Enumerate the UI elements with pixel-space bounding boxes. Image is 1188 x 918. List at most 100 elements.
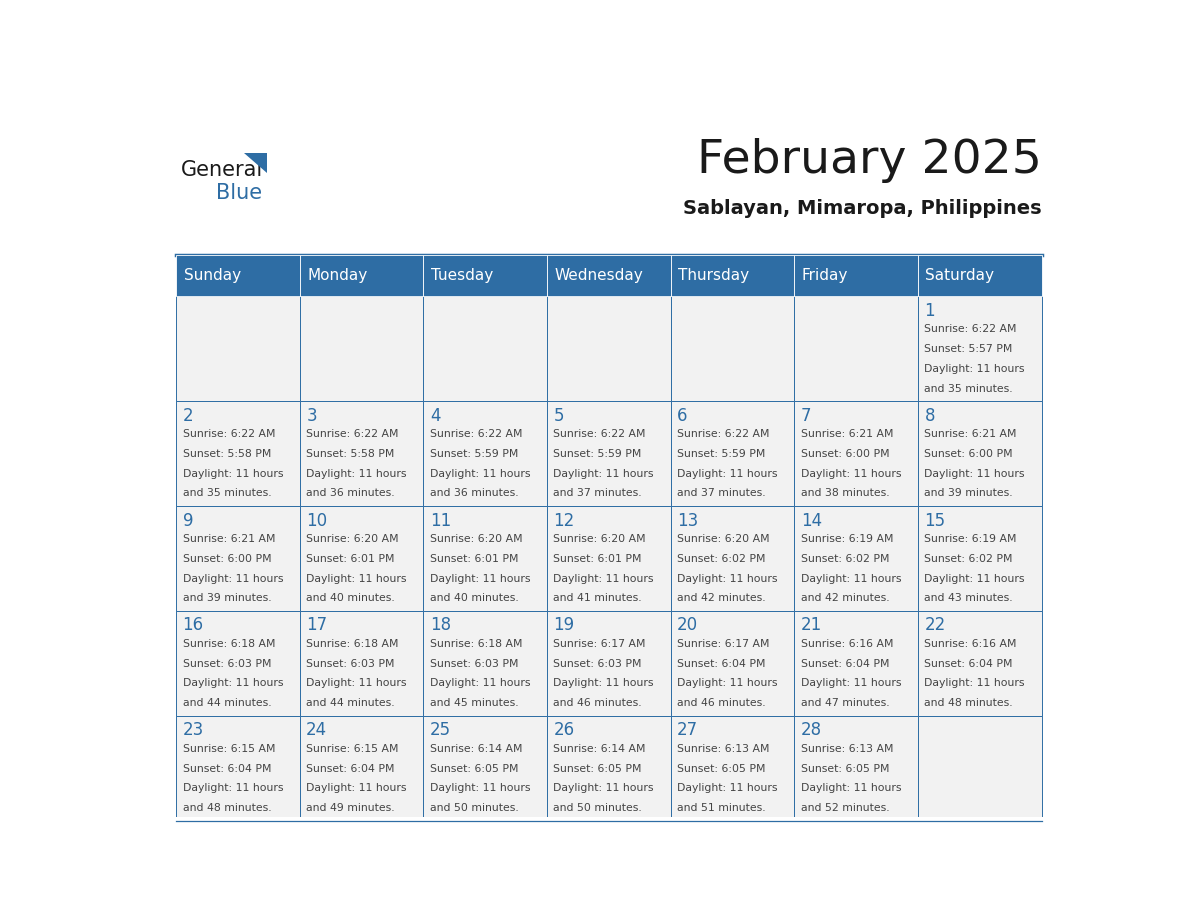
Text: Daylight: 11 hours: Daylight: 11 hours [924,469,1025,478]
Text: and 36 minutes.: and 36 minutes. [307,488,394,498]
Text: Sunset: 6:02 PM: Sunset: 6:02 PM [924,554,1013,564]
Text: 4: 4 [430,407,441,425]
FancyBboxPatch shape [795,297,918,401]
Text: Sablayan, Mimaropa, Philippines: Sablayan, Mimaropa, Philippines [683,198,1042,218]
FancyBboxPatch shape [671,255,795,297]
FancyBboxPatch shape [423,716,546,821]
Text: Sunset: 6:04 PM: Sunset: 6:04 PM [307,764,394,774]
Text: Sunrise: 6:18 AM: Sunrise: 6:18 AM [307,639,399,649]
FancyBboxPatch shape [423,297,546,401]
Text: 16: 16 [183,616,203,634]
Text: Daylight: 11 hours: Daylight: 11 hours [307,783,406,793]
Text: Sunrise: 6:14 AM: Sunrise: 6:14 AM [554,744,646,754]
Text: and 35 minutes.: and 35 minutes. [924,384,1013,394]
FancyBboxPatch shape [546,255,671,297]
Text: and 48 minutes.: and 48 minutes. [183,803,271,813]
FancyBboxPatch shape [671,506,795,610]
Text: 24: 24 [307,722,328,739]
Text: Sunset: 6:03 PM: Sunset: 6:03 PM [307,659,394,668]
Text: and 42 minutes.: and 42 minutes. [801,593,890,603]
Text: Sunrise: 6:20 AM: Sunrise: 6:20 AM [430,534,523,544]
Text: and 37 minutes.: and 37 minutes. [554,488,642,498]
Text: 5: 5 [554,407,564,425]
Text: Sunset: 5:58 PM: Sunset: 5:58 PM [307,449,394,459]
Text: and 35 minutes.: and 35 minutes. [183,488,271,498]
FancyBboxPatch shape [795,255,918,297]
FancyBboxPatch shape [299,610,423,716]
Text: Daylight: 11 hours: Daylight: 11 hours [183,678,283,688]
Text: and 49 minutes.: and 49 minutes. [307,803,394,813]
Text: and 40 minutes.: and 40 minutes. [307,593,394,603]
Text: 6: 6 [677,407,688,425]
FancyBboxPatch shape [795,610,918,716]
Text: and 46 minutes.: and 46 minutes. [677,699,766,708]
Text: Sunrise: 6:22 AM: Sunrise: 6:22 AM [554,430,646,439]
Text: Sunset: 6:01 PM: Sunset: 6:01 PM [307,554,394,564]
Text: Sunday: Sunday [183,268,241,283]
Text: 9: 9 [183,511,194,530]
Text: and 46 minutes.: and 46 minutes. [554,699,642,708]
Text: Daylight: 11 hours: Daylight: 11 hours [801,783,902,793]
Text: Sunset: 6:04 PM: Sunset: 6:04 PM [801,659,890,668]
Text: Sunset: 6:00 PM: Sunset: 6:00 PM [924,449,1013,459]
Text: 14: 14 [801,511,822,530]
Text: 15: 15 [924,511,946,530]
FancyBboxPatch shape [671,716,795,821]
FancyBboxPatch shape [176,610,299,716]
Text: Friday: Friday [802,268,848,283]
Text: 20: 20 [677,616,699,634]
Text: 8: 8 [924,407,935,425]
Text: Sunrise: 6:14 AM: Sunrise: 6:14 AM [430,744,523,754]
FancyBboxPatch shape [546,716,671,821]
Text: 11: 11 [430,511,451,530]
Text: Daylight: 11 hours: Daylight: 11 hours [430,783,530,793]
FancyBboxPatch shape [671,610,795,716]
FancyBboxPatch shape [176,401,299,506]
Text: Sunrise: 6:21 AM: Sunrise: 6:21 AM [924,430,1017,439]
Text: Sunset: 6:00 PM: Sunset: 6:00 PM [183,554,271,564]
Text: and 50 minutes.: and 50 minutes. [430,803,519,813]
Text: 10: 10 [307,511,328,530]
Text: and 44 minutes.: and 44 minutes. [307,699,394,708]
Text: 13: 13 [677,511,699,530]
Text: Sunset: 6:05 PM: Sunset: 6:05 PM [430,764,518,774]
Text: Wednesday: Wednesday [555,268,643,283]
FancyBboxPatch shape [299,716,423,821]
FancyBboxPatch shape [299,401,423,506]
Text: Thursday: Thursday [678,268,750,283]
Text: Sunset: 6:02 PM: Sunset: 6:02 PM [801,554,890,564]
FancyBboxPatch shape [671,297,795,401]
FancyBboxPatch shape [546,506,671,610]
Text: Sunrise: 6:18 AM: Sunrise: 6:18 AM [183,639,276,649]
FancyBboxPatch shape [918,401,1042,506]
Text: Sunrise: 6:17 AM: Sunrise: 6:17 AM [677,639,770,649]
Text: Sunrise: 6:20 AM: Sunrise: 6:20 AM [677,534,770,544]
Text: Daylight: 11 hours: Daylight: 11 hours [801,678,902,688]
Text: and 40 minutes.: and 40 minutes. [430,593,519,603]
Text: Sunset: 5:59 PM: Sunset: 5:59 PM [677,449,765,459]
Text: Sunrise: 6:22 AM: Sunrise: 6:22 AM [430,430,523,439]
Text: 7: 7 [801,407,811,425]
Text: Sunrise: 6:15 AM: Sunrise: 6:15 AM [183,744,276,754]
Text: Sunrise: 6:21 AM: Sunrise: 6:21 AM [801,430,893,439]
Text: General: General [181,161,263,180]
FancyBboxPatch shape [423,401,546,506]
Text: Sunrise: 6:22 AM: Sunrise: 6:22 AM [677,430,770,439]
Text: Daylight: 11 hours: Daylight: 11 hours [924,364,1025,374]
Text: and 41 minutes.: and 41 minutes. [554,593,642,603]
Text: and 48 minutes.: and 48 minutes. [924,699,1013,708]
Text: Sunset: 5:58 PM: Sunset: 5:58 PM [183,449,271,459]
FancyBboxPatch shape [918,610,1042,716]
Text: Daylight: 11 hours: Daylight: 11 hours [677,678,778,688]
Text: Sunrise: 6:19 AM: Sunrise: 6:19 AM [801,534,893,544]
Text: and 50 minutes.: and 50 minutes. [554,803,643,813]
Text: 12: 12 [554,511,575,530]
Text: Monday: Monday [308,268,367,283]
Text: Daylight: 11 hours: Daylight: 11 hours [183,574,283,584]
FancyBboxPatch shape [423,506,546,610]
Text: and 52 minutes.: and 52 minutes. [801,803,890,813]
FancyBboxPatch shape [299,506,423,610]
Text: Sunset: 6:05 PM: Sunset: 6:05 PM [554,764,642,774]
Text: Daylight: 11 hours: Daylight: 11 hours [677,469,778,478]
Text: Sunset: 6:03 PM: Sunset: 6:03 PM [430,659,518,668]
